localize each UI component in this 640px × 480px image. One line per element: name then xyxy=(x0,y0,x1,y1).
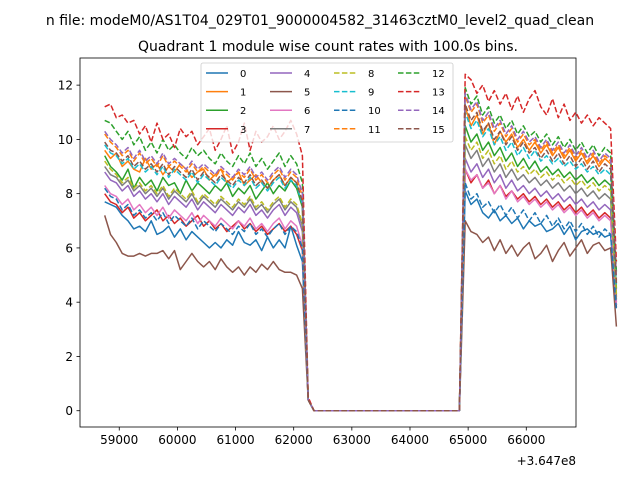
y-tick-label: 4 xyxy=(65,296,73,310)
series-line-12 xyxy=(104,87,618,412)
series-line-1 xyxy=(104,106,618,412)
legend-label-6: 6 xyxy=(304,106,310,117)
x-tick-label: 60000 xyxy=(158,433,196,447)
x-tick-label: 66000 xyxy=(507,433,545,447)
x-tick-label: 59000 xyxy=(100,433,138,447)
legend-label-11: 11 xyxy=(368,125,381,136)
legend-label-15: 15 xyxy=(432,125,445,136)
legend-label-14: 14 xyxy=(432,106,445,117)
series-line-15 xyxy=(104,103,618,412)
series-line-11 xyxy=(104,95,618,412)
legend-label-2: 2 xyxy=(240,106,246,117)
series-line-4 xyxy=(104,157,618,412)
legend-box xyxy=(200,62,454,143)
legend-label-13: 13 xyxy=(432,88,445,99)
y-tick-label: 12 xyxy=(58,79,73,93)
y-tick-label: 6 xyxy=(65,241,73,255)
y-tick-label: 10 xyxy=(58,133,73,147)
legend-label-9: 9 xyxy=(368,88,374,99)
x-tick-label: 61000 xyxy=(216,433,254,447)
series-line-7 xyxy=(104,144,618,412)
chart-title: Quadrant 1 module wise count rates with … xyxy=(138,39,518,55)
series-line-8 xyxy=(104,135,618,412)
series-line-5 xyxy=(103,215,618,412)
y-tick-label: 0 xyxy=(65,404,73,418)
series-line-6 xyxy=(104,168,618,412)
plot-frame xyxy=(79,57,577,428)
series-layer xyxy=(103,73,618,412)
x-tick-label: 65000 xyxy=(449,433,487,447)
x-tick-label: 63000 xyxy=(333,433,371,447)
figure-suptitle: n file: modeM0/AS1T04_029T01_9000004582_… xyxy=(46,13,594,29)
series-line-14 xyxy=(104,92,618,412)
y-tick-label: 8 xyxy=(65,187,73,201)
legend-label-7: 7 xyxy=(304,125,310,136)
legend-label-10: 10 xyxy=(368,106,381,117)
x-tick-label: 62000 xyxy=(275,433,313,447)
axes-layer: 59000 60000 61000 62000 63000 64000 65000 66000… xyxy=(58,79,546,447)
x-tick-label: 64000 xyxy=(391,433,429,447)
legend-label-12: 12 xyxy=(432,69,445,80)
series-line-0 xyxy=(104,190,618,412)
x-axis-offset-text: +3.647e8 xyxy=(517,454,576,468)
legend-label-0: 0 xyxy=(240,69,246,80)
y-tick-label: 2 xyxy=(65,350,73,364)
legend-label-8: 8 xyxy=(368,69,374,80)
legend-label-5: 5 xyxy=(304,88,310,99)
legend-label-1: 1 xyxy=(240,88,246,99)
legend-label-4: 4 xyxy=(304,69,310,80)
legend-label-3: 3 xyxy=(240,125,246,136)
